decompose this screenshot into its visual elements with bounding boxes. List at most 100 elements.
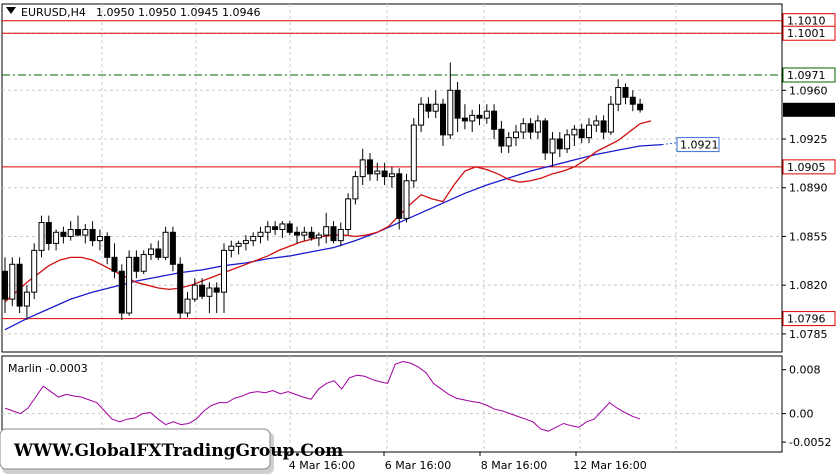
candle-body [505,137,512,147]
candle-body [571,128,578,136]
candle-body [374,170,381,175]
current-price-box [783,102,835,117]
collapse-triangle-icon[interactable] [6,7,16,14]
candle-body [308,231,315,239]
candle-body [388,173,395,178]
y-tick-label: 1.0890 [789,182,828,195]
candle-body [264,226,271,233]
candle-body [403,180,410,219]
candle-body [286,223,293,233]
candle-body [104,235,111,258]
candle-body [381,170,388,178]
candle-body [279,223,286,231]
current-price-label: 1.0946 [787,104,826,117]
candle-body [23,291,30,307]
candle-body [301,231,308,236]
price-panel: 1.1001 1.0960 1.0925 1.0890 1.0855 1.0820 1.07… [1,3,836,353]
candle-body [396,173,403,219]
candle-body [257,231,264,237]
candle-body [60,231,67,237]
candle-body [418,103,425,126]
candle-body [155,248,162,258]
candle-body [337,229,344,242]
candle-body [578,128,585,139]
ohlc-values: 1.0950 1.0950 1.0945 1.0946 [96,6,260,19]
candle-body [169,231,176,265]
level-price-label: 1.1001 [787,27,826,40]
candle-body [483,110,490,119]
candle-body [549,138,556,154]
candle-body [367,159,373,175]
candle-body [206,287,213,297]
candle-body [637,103,644,111]
x-tick-label: 4 Mar 16:00 [289,459,355,472]
candle-body [184,298,191,314]
candle-body [31,249,38,293]
candle-body [126,256,133,314]
candle-body [294,231,300,236]
candle-body [593,120,600,126]
level-price-box [782,311,836,327]
candle-body [67,229,74,237]
candle-body [191,284,198,300]
target-price-box [676,137,720,153]
candle-body [534,120,541,133]
candle-body [586,124,592,139]
watermark-text: WWW.GlobalFXTradingGroup.Com [13,441,343,461]
candle-body [461,117,468,122]
candle-body [242,240,249,244]
candle-body [162,231,169,258]
y-tick-label: 1.0960 [789,84,828,97]
candle-body [600,120,607,133]
candle-body [615,87,622,105]
y-tick-label: 1.0785 [789,328,828,341]
candle-body [476,114,483,119]
level-price-label: 1.0971 [787,69,826,82]
osc-tick-label: 0.00 [789,408,814,421]
osc-tick-label: -0.0052 [789,436,831,449]
candle-body [469,114,476,122]
candle-body [250,235,257,242]
level-price-box [782,25,836,41]
time-axis: 4 Mar 16:00 6 Mar 16:00 8 Mar 16:00 12 Mar … [287,452,647,472]
candle-body [564,134,571,150]
level-price-box [782,67,836,83]
level-price-label: 1.0796 [787,313,826,326]
candle-body [45,222,52,244]
candle-body [111,256,118,272]
y-tick-label: 1.0925 [789,133,828,146]
x-tick-label: 8 Mar 16:00 [481,459,547,472]
candle-body [432,103,439,112]
x-tick-label: 6 Mar 16:00 [385,459,451,472]
candle-body [556,138,563,150]
oscillator-label: Marlin -0.0003 [8,362,88,375]
candle-body [272,226,279,231]
candle-body [323,226,330,236]
candle-body [75,229,81,236]
candle-body [221,249,227,293]
candle-body [607,103,614,133]
level-price-label: 1.1010 [787,15,826,28]
candle-body [82,229,89,236]
level-price-box [782,159,836,175]
osc-tick-label: 0.008 [789,364,821,377]
candle-body [454,89,461,119]
candle-body [235,242,242,247]
candle-body [199,284,206,297]
candle-body [491,110,498,130]
candle-body [133,256,140,272]
target-price-label: 1.0921 [680,139,719,152]
y-tick-label: 1.0820 [789,279,828,292]
candle-body [2,270,8,300]
candle-body [622,87,629,98]
candle-body [629,96,636,105]
candle-body [410,124,417,182]
candle-body [330,226,337,242]
candle-body [53,231,60,244]
candle-body [527,123,534,133]
watermark-logo: WWW.GlobalFXTradingGroup.Com [0,428,343,474]
candle-body [520,123,527,133]
candle-body [213,287,220,293]
candle-body [118,270,125,314]
